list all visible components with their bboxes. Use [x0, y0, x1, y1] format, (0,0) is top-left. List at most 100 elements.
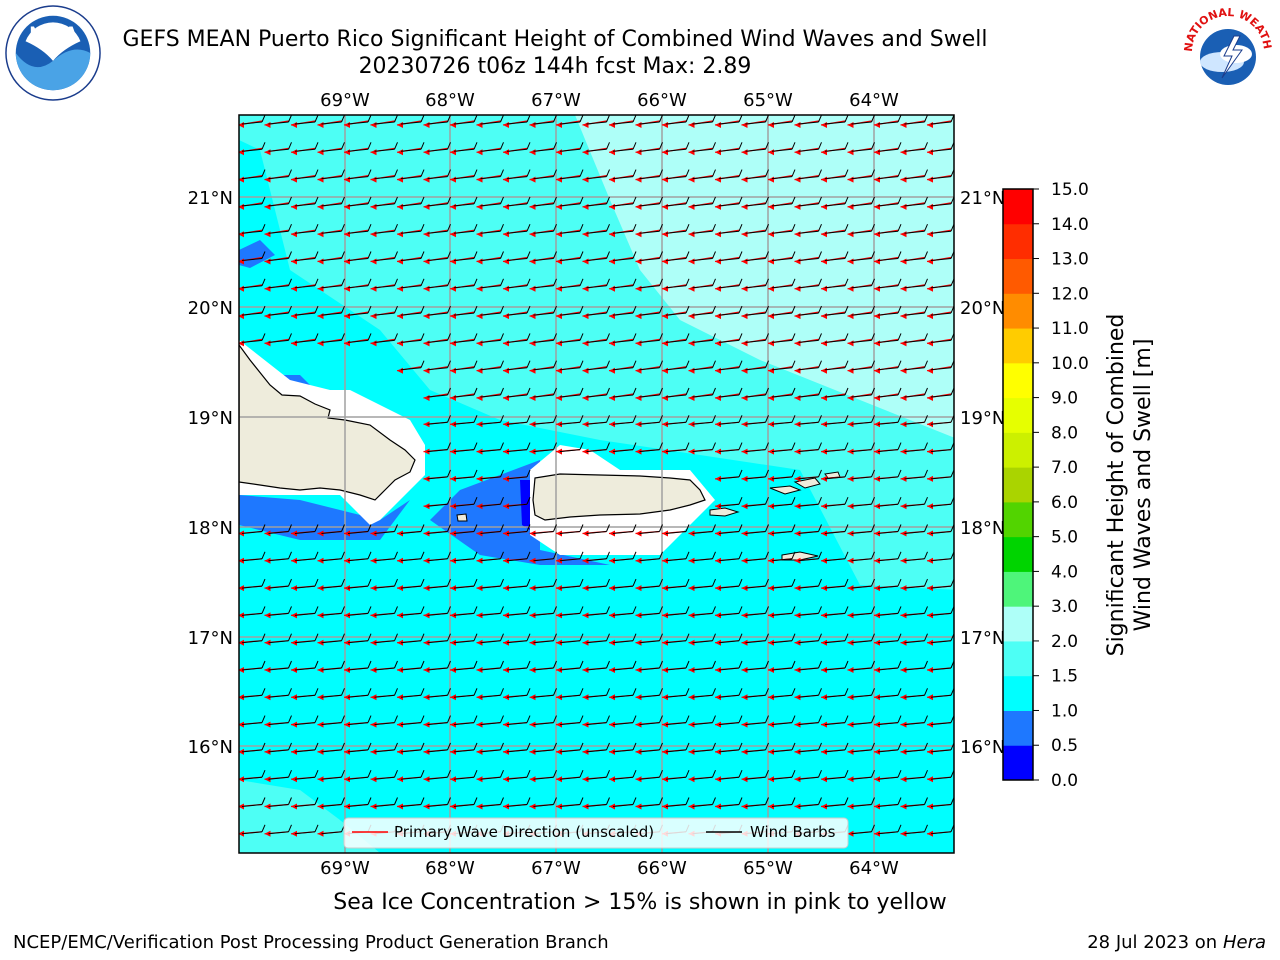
wind-barb-flag — [606, 360, 610, 368]
lat-label-left: 17°N — [188, 628, 233, 649]
wind-barb-flag — [606, 251, 610, 259]
wind-barb-flag — [712, 251, 716, 259]
wind-barb-shaft — [798, 667, 819, 671]
wind-barb-shaft — [851, 694, 872, 698]
wind-barb-shaft — [400, 776, 422, 780]
wind-barb-shaft — [374, 749, 395, 753]
wind-barb-shaft — [824, 612, 846, 616]
wind-barb-shaft — [533, 258, 554, 261]
wind-barb-flag — [261, 797, 266, 805]
wind-barb-flag — [314, 633, 319, 641]
wind-barb-flag — [712, 688, 716, 696]
wave-arrowhead — [635, 667, 642, 673]
wind-barb-flag — [367, 142, 372, 150]
wind-barb-shaft — [824, 203, 846, 207]
wind-barb-flag — [818, 387, 822, 396]
wind-barb-shaft — [559, 285, 581, 289]
lat-label-right: 18°N — [960, 518, 1005, 539]
wind-barb-shaft — [851, 258, 872, 261]
wave-arrowhead — [529, 448, 536, 455]
wind-barb-shaft — [665, 749, 687, 753]
wind-barb-flag — [447, 469, 451, 478]
wind-barb-shaft — [745, 367, 766, 371]
wind-barb-flag — [871, 469, 875, 478]
wind-barb-flag — [632, 142, 637, 150]
wind-barb-shaft — [586, 312, 607, 316]
wave-arrowhead — [741, 667, 748, 673]
wave-arrowhead — [635, 776, 642, 783]
wind-barb-flag — [924, 524, 928, 532]
wind-barb-shaft — [453, 640, 475, 644]
wave-arrowhead — [688, 585, 695, 592]
wind-barb-shaft — [665, 121, 687, 125]
wind-barb-shaft — [347, 694, 369, 698]
wind-barb-flag — [924, 115, 928, 123]
wind-barb-flag — [659, 415, 663, 423]
wave-arrowhead — [370, 612, 377, 619]
wind-barb-flag — [871, 742, 875, 751]
wave-arrowhead — [741, 694, 748, 701]
wind-barb-shaft — [427, 285, 448, 289]
wind-barb-flag — [288, 524, 292, 532]
wind-barb-shaft — [771, 148, 793, 152]
wind-barb-flag — [924, 169, 928, 177]
wind-barb-shaft — [294, 585, 316, 589]
wind-barb-flag — [738, 169, 743, 177]
wave-arrowhead — [874, 721, 880, 728]
wind-barb-shaft — [268, 749, 289, 753]
wind-barb-flag — [420, 251, 425, 259]
wind-barb-shaft — [771, 421, 793, 425]
wind-barb-shaft — [506, 749, 528, 753]
wind-barb-flag — [526, 387, 531, 396]
wave-arrowhead — [900, 557, 907, 564]
wind-barb-flag — [367, 333, 372, 341]
wind-barb-shaft — [427, 612, 448, 616]
wind-barb-flag — [288, 333, 292, 341]
wave-arrowhead — [344, 748, 350, 755]
wind-barb-shaft — [268, 203, 289, 207]
wave-arrowhead — [503, 694, 509, 701]
wind-barb-shaft — [427, 121, 448, 125]
wave-arrowhead — [821, 612, 827, 619]
vector-field — [239, 115, 954, 837]
wind-barb-shaft — [506, 312, 528, 316]
wind-barb-shaft — [586, 804, 607, 807]
wind-barb-shaft — [718, 394, 740, 398]
wind-barb-flag — [606, 633, 610, 641]
wind-barb-shaft — [665, 312, 687, 316]
wind-barb-shaft — [294, 531, 316, 534]
wave-arrowhead — [662, 639, 668, 646]
wind-barb-flag — [844, 442, 849, 450]
wind-barb-shaft — [268, 831, 289, 835]
wind-barb-shaft — [586, 203, 607, 207]
wind-barb-flag — [314, 224, 319, 232]
wind-barb-shaft — [559, 640, 581, 644]
wind-barb-flag — [871, 196, 875, 205]
wind-barb-flag — [924, 742, 928, 751]
legend-wind-label: Wind Barbs — [750, 823, 836, 841]
wind-barb-shaft — [745, 503, 766, 507]
colorbar-tick-label: 1.0 — [1051, 701, 1078, 721]
wind-barb-flag — [394, 551, 398, 559]
wind-barb-shaft — [453, 339, 475, 343]
wind-barb-shaft — [400, 121, 422, 125]
wind-barb-flag — [420, 169, 425, 177]
wind-barb-shaft — [480, 476, 501, 480]
wind-barb-flag — [818, 251, 822, 259]
wind-barb-shaft — [241, 804, 263, 807]
wind-barb-flag — [579, 360, 584, 368]
wind-barb-flag — [314, 797, 319, 805]
wind-barb-flag — [606, 305, 610, 314]
wind-barb-flag — [659, 142, 663, 150]
wind-barb-flag — [765, 469, 769, 478]
wind-barb-shaft — [718, 367, 740, 371]
wind-barb-shaft — [559, 558, 581, 562]
colorbar-tick-label: 0.5 — [1051, 736, 1078, 756]
wind-barb-flag — [447, 224, 451, 232]
wave-arrowhead — [582, 530, 589, 537]
wave-band-0-5-north — [239, 240, 275, 268]
wind-barb-flag — [632, 633, 637, 641]
wind-barb-flag — [367, 115, 372, 123]
wind-barb-shaft — [798, 804, 819, 807]
wind-barb-flag — [897, 497, 902, 505]
